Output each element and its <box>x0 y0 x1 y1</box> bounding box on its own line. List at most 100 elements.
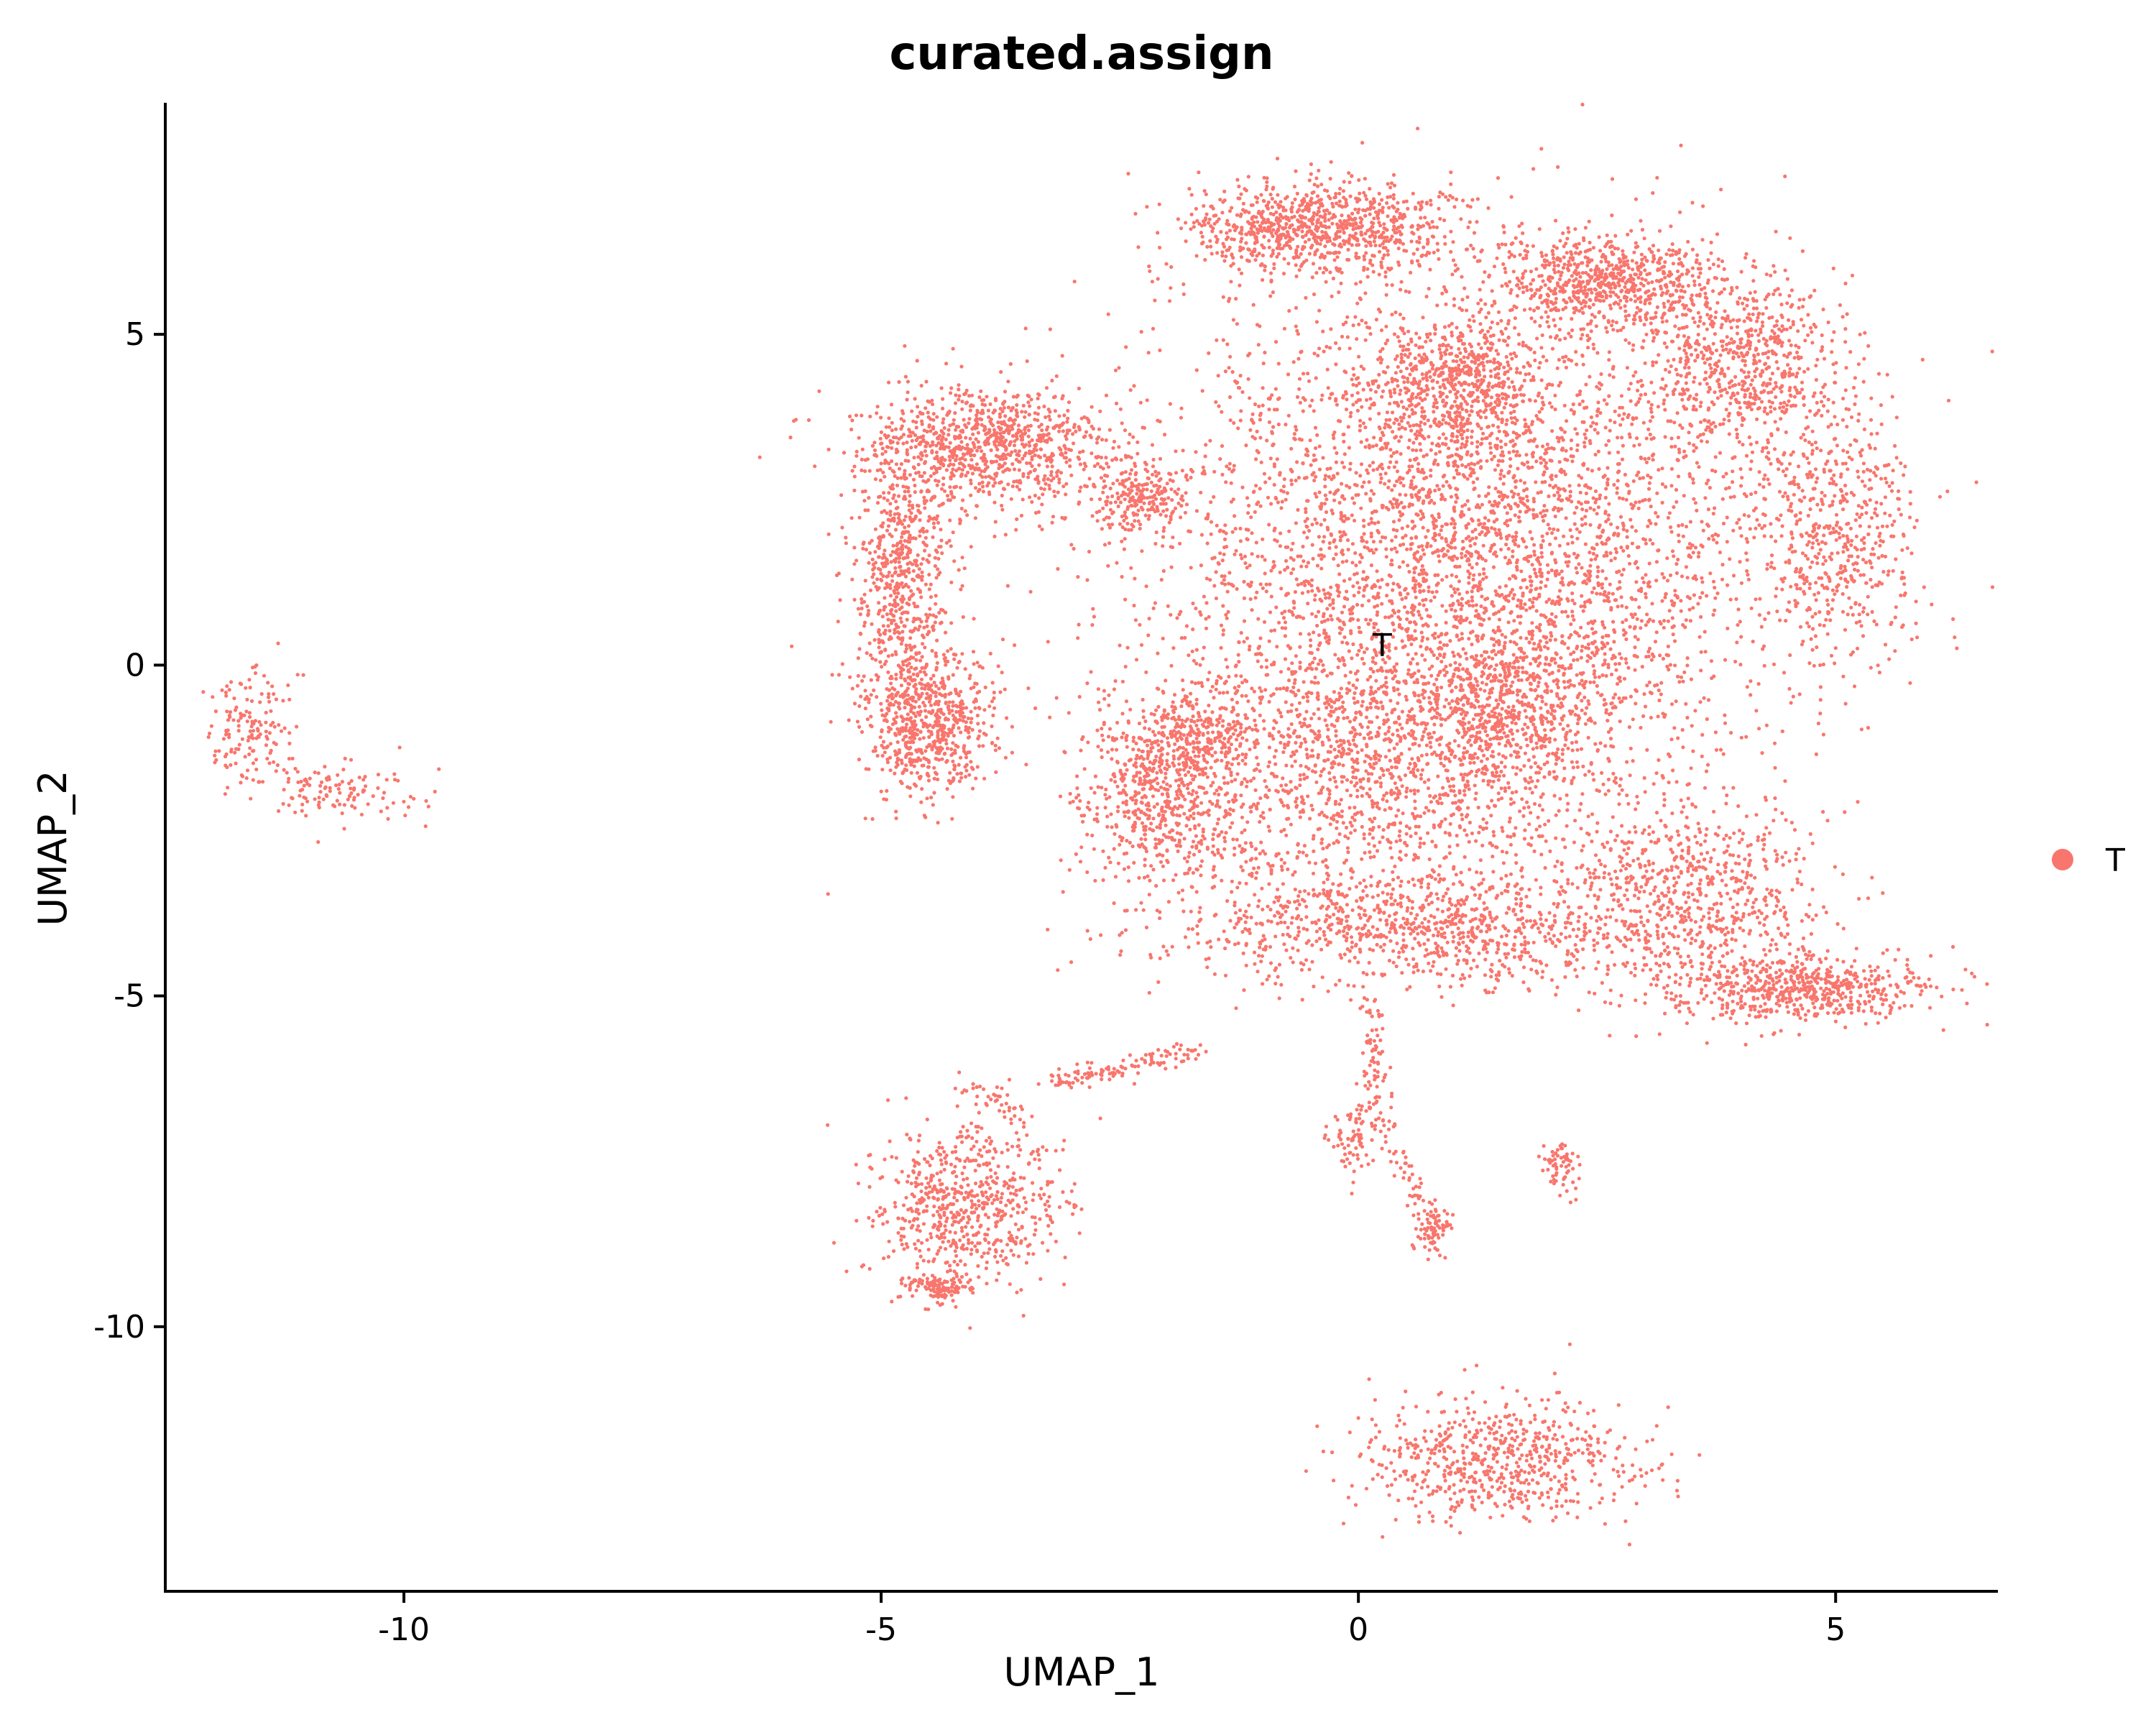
data-point <box>1643 392 1648 397</box>
data-point <box>1721 752 1726 756</box>
data-point <box>1529 579 1533 584</box>
data-point <box>1576 553 1580 558</box>
data-point <box>1595 431 1600 436</box>
data-point <box>1263 350 1267 355</box>
data-point <box>1357 625 1361 630</box>
data-point <box>1266 495 1271 500</box>
data-point <box>1292 601 1296 605</box>
data-point <box>1628 399 1633 403</box>
data-point <box>1685 594 1690 599</box>
data-point <box>1332 690 1336 694</box>
data-point <box>1107 541 1112 546</box>
data-point <box>1467 462 1471 467</box>
data-point <box>1401 535 1405 540</box>
data-point <box>1208 239 1212 243</box>
data-point <box>1534 459 1539 464</box>
data-point <box>1101 490 1105 494</box>
data-point <box>1340 704 1345 709</box>
data-point <box>1442 414 1447 418</box>
data-point <box>1531 647 1536 651</box>
data-point <box>1621 417 1625 421</box>
data-point <box>1506 318 1511 323</box>
data-point <box>1253 240 1258 244</box>
data-point <box>1636 380 1640 384</box>
data-point <box>1511 385 1516 389</box>
data-point <box>1530 536 1534 541</box>
data-point <box>1300 234 1305 239</box>
data-point <box>1506 620 1511 625</box>
data-point <box>1297 701 1302 705</box>
data-point <box>1235 178 1240 182</box>
data-point <box>1663 595 1667 599</box>
data-point <box>1364 715 1368 719</box>
data-point <box>1590 650 1595 655</box>
data-point <box>1618 423 1623 427</box>
data-point <box>1590 590 1595 594</box>
data-point <box>1437 195 1441 199</box>
data-point <box>1399 435 1403 439</box>
data-point <box>1644 541 1648 546</box>
data-point <box>1360 405 1364 409</box>
data-point <box>1503 505 1507 510</box>
data-point <box>1504 422 1508 426</box>
data-point <box>1282 326 1286 331</box>
data-point <box>1342 231 1346 235</box>
data-point <box>1358 553 1363 557</box>
data-point <box>1624 637 1628 642</box>
data-point <box>1493 653 1498 657</box>
data-point <box>1526 781 1531 785</box>
data-point <box>1406 610 1410 615</box>
data-point <box>1634 500 1638 505</box>
data-point <box>1646 456 1651 461</box>
data-point <box>1451 240 1455 244</box>
data-point <box>1337 346 1342 351</box>
data-point <box>1705 482 1709 486</box>
data-point <box>1475 440 1480 444</box>
data-point <box>1603 744 1608 748</box>
data-point <box>1540 808 1545 812</box>
data-point <box>1614 668 1618 672</box>
data-point <box>1651 190 1655 196</box>
data-point <box>1625 544 1629 549</box>
data-point <box>1660 482 1664 487</box>
data-point <box>1295 460 1299 464</box>
data-point <box>1647 481 1651 485</box>
data-point <box>1608 373 1612 377</box>
data-point <box>1314 521 1319 525</box>
data-point <box>1359 506 1363 510</box>
data-point <box>1381 466 1385 471</box>
data-point <box>1513 421 1517 426</box>
data-point <box>1414 652 1418 656</box>
data-point <box>1348 180 1352 185</box>
data-point <box>1745 685 1749 689</box>
data-point <box>1557 497 1561 501</box>
data-point <box>1974 480 1978 484</box>
data-point <box>1583 522 1588 526</box>
data-point <box>1564 365 1568 369</box>
data-point <box>1317 346 1322 351</box>
data-point <box>1521 290 1526 295</box>
data-point <box>1651 541 1655 546</box>
data-point <box>1566 542 1570 546</box>
data-point <box>1250 412 1255 416</box>
data-point <box>1332 556 1336 561</box>
data-point <box>1810 451 1815 456</box>
data-point <box>1344 320 1348 325</box>
data-point <box>1674 500 1679 504</box>
data-point <box>1713 730 1718 735</box>
data-point <box>1455 565 1459 569</box>
data-point <box>1487 703 1491 707</box>
data-point <box>1526 465 1530 469</box>
data-point <box>1719 188 1723 192</box>
data-point <box>1480 502 1484 507</box>
data-point <box>1085 681 1089 686</box>
data-point <box>1328 196 1332 201</box>
data-point <box>1628 694 1633 699</box>
data-point <box>1330 221 1335 226</box>
data-point <box>1345 559 1349 564</box>
data-point <box>1380 395 1384 399</box>
data-point <box>1764 723 1769 727</box>
data-point <box>1392 224 1396 229</box>
data-point <box>1749 492 1754 497</box>
data-point <box>1506 547 1511 551</box>
